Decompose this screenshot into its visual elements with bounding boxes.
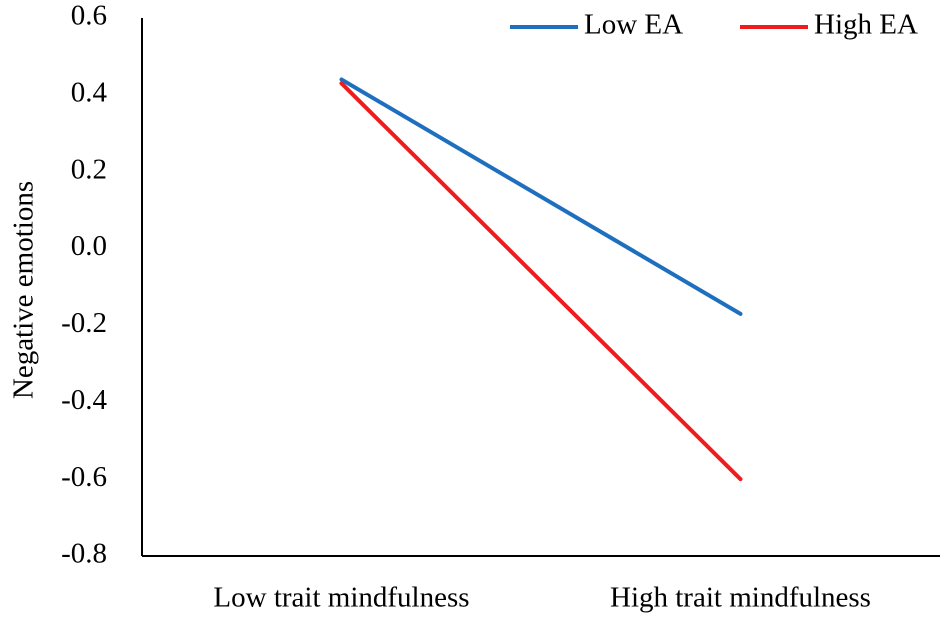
y-tick-label: -0.2 bbox=[61, 307, 107, 339]
x-tick-label: Low trait mindfulness bbox=[213, 582, 469, 614]
y-tick-label: -0.4 bbox=[61, 384, 107, 416]
series-line bbox=[339, 81, 743, 482]
legend-label: High EA bbox=[814, 9, 918, 41]
legend: Low EA High EA bbox=[510, 9, 918, 41]
y-tick-label: 0.0 bbox=[71, 230, 107, 262]
y-tick-label: -0.6 bbox=[61, 461, 107, 493]
legend-label: Low EA bbox=[584, 9, 683, 41]
y-axis-title: Negative emotions bbox=[8, 181, 40, 399]
y-tick-label: 0.2 bbox=[71, 153, 107, 185]
y-tick-label: 0.6 bbox=[71, 0, 107, 32]
series-line bbox=[339, 77, 743, 316]
y-tick-label: -0.8 bbox=[61, 538, 107, 570]
x-tick-label: High trait mindfulness bbox=[610, 582, 871, 614]
y-tick-label: 0.4 bbox=[71, 77, 108, 109]
